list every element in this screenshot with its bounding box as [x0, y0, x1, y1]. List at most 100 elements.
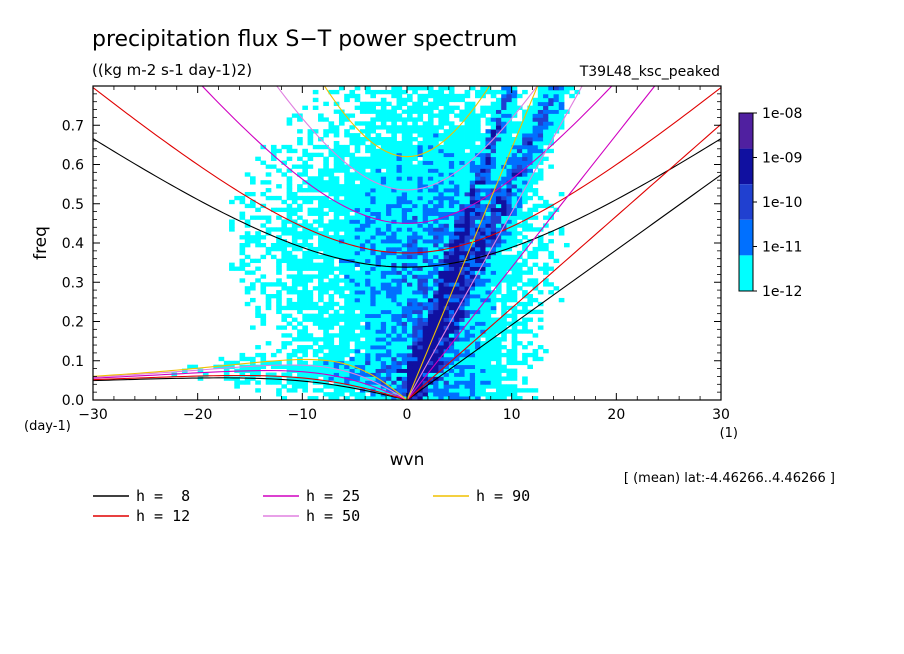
spectrum-cell: [464, 243, 471, 248]
spectrum-cell: [386, 188, 392, 193]
spectrum-cell: [412, 231, 418, 236]
spectrum-cell: [365, 235, 371, 240]
spectrum-cell: [396, 329, 403, 334]
spectrum-cell: [338, 184, 345, 189]
spectrum-cell: [548, 105, 554, 110]
spectrum-cell: [501, 329, 507, 334]
spectrum-cell: [344, 262, 350, 267]
spectrum-cell: [344, 117, 350, 122]
spectrum-cell: [375, 184, 382, 189]
spectrum-cell: [443, 113, 450, 118]
spectrum-cell: [459, 262, 465, 267]
spectrum-cell: [380, 246, 387, 252]
spectrum-cell: [417, 203, 424, 209]
spectrum-cell: [469, 246, 476, 252]
spectrum-cell: [344, 148, 350, 154]
spectrum-cell: [328, 392, 335, 397]
spectrum-cell: [548, 133, 554, 138]
spectrum-cell: [469, 313, 476, 318]
spectrum-cell: [380, 125, 387, 130]
spectrum-cell: [370, 297, 376, 303]
spectrum-cell: [501, 325, 507, 330]
spectrum-cell: [553, 117, 560, 122]
spectrum-cell: [412, 294, 418, 299]
spectrum-cell: [297, 140, 303, 146]
spectrum-cell: [448, 89, 455, 95]
spectrum-cell: [464, 199, 471, 205]
spectrum-cell: [443, 250, 450, 256]
spectrum-cell: [365, 286, 371, 291]
spectrum-cell: [323, 368, 329, 373]
spectrum-cell: [328, 89, 335, 95]
spectrum-cell: [433, 176, 439, 181]
spectrum-cell: [270, 360, 277, 366]
spectrum-cell: [427, 348, 434, 354]
spectrum-cell: [443, 348, 450, 354]
spectrum-cell: [427, 195, 434, 201]
spectrum-cell: [386, 321, 392, 326]
spectrum-cell: [386, 356, 392, 362]
spectrum-cell: [412, 168, 418, 173]
spectrum-cell: [448, 137, 455, 142]
spectrum-cell: [286, 243, 293, 248]
spectrum-cell: [537, 121, 544, 126]
spectrum-cell: [302, 148, 308, 154]
spectrum-cell: [386, 325, 392, 330]
spectrum-cell: [338, 380, 345, 385]
spectrum-cell: [417, 274, 424, 279]
spectrum-cell: [543, 97, 549, 103]
spectrum-cell: [307, 368, 314, 373]
spectrum-cell: [391, 313, 397, 318]
spectrum-cell: [485, 317, 492, 322]
spectrum-cell: [422, 109, 429, 114]
spectrum-cell: [438, 133, 445, 138]
x-tick-label: −10: [288, 407, 318, 423]
spectrum-cell: [396, 266, 403, 271]
spectrum-cell: [464, 113, 471, 118]
spectrum-cell: [302, 199, 308, 205]
spectrum-cell: [338, 144, 345, 150]
spectrum-cell: [475, 93, 481, 99]
spectrum-cell: [558, 97, 565, 103]
spectrum-cell: [422, 388, 429, 393]
spectrum-cell: [485, 376, 492, 381]
spectrum-cell: [307, 372, 314, 377]
spectrum-cell: [464, 152, 471, 158]
spectrum-cell: [553, 86, 560, 91]
spectrum-cell: [255, 207, 261, 213]
spectrum-cell: [270, 227, 277, 232]
spectrum-cell: [250, 286, 256, 291]
spectrum-cell: [291, 164, 298, 169]
spectrum-cell: [281, 317, 288, 322]
spectrum-cell: [318, 239, 324, 244]
spectrum-cell: [543, 243, 549, 248]
spectrum-cell: [480, 140, 486, 146]
spectrum-cell: [370, 305, 376, 311]
spectrum-cell: [501, 337, 507, 342]
spectrum-cell: [407, 113, 413, 118]
spectrum-cell: [401, 297, 408, 303]
spectrum-cell: [281, 305, 288, 311]
spectrum-cell: [501, 176, 507, 181]
spectrum-cell: [412, 137, 418, 142]
spectrum-cell: [407, 148, 413, 154]
spectrum-cell: [365, 309, 371, 315]
spectrum-cell: [328, 219, 335, 224]
spectrum-cell: [260, 180, 267, 185]
spectrum-cell: [365, 317, 371, 322]
spectrum-cell: [443, 337, 450, 342]
spectrum-cell: [370, 352, 376, 358]
spectrum-cell: [548, 254, 554, 260]
spectrum-cell: [422, 290, 429, 295]
spectrum-cell: [318, 337, 324, 342]
spectrum-cell: [375, 109, 382, 114]
spectrum-cell: [344, 188, 350, 193]
spectrum-cell: [485, 278, 492, 283]
spectrum-cell: [485, 176, 492, 181]
spectrum-cell: [396, 105, 403, 110]
spectrum-cell: [359, 184, 366, 189]
spectrum-cell: [427, 266, 434, 271]
spectrum-cell: [469, 180, 476, 185]
spectrum-cell: [407, 341, 413, 346]
spectrum-cell: [569, 86, 575, 91]
